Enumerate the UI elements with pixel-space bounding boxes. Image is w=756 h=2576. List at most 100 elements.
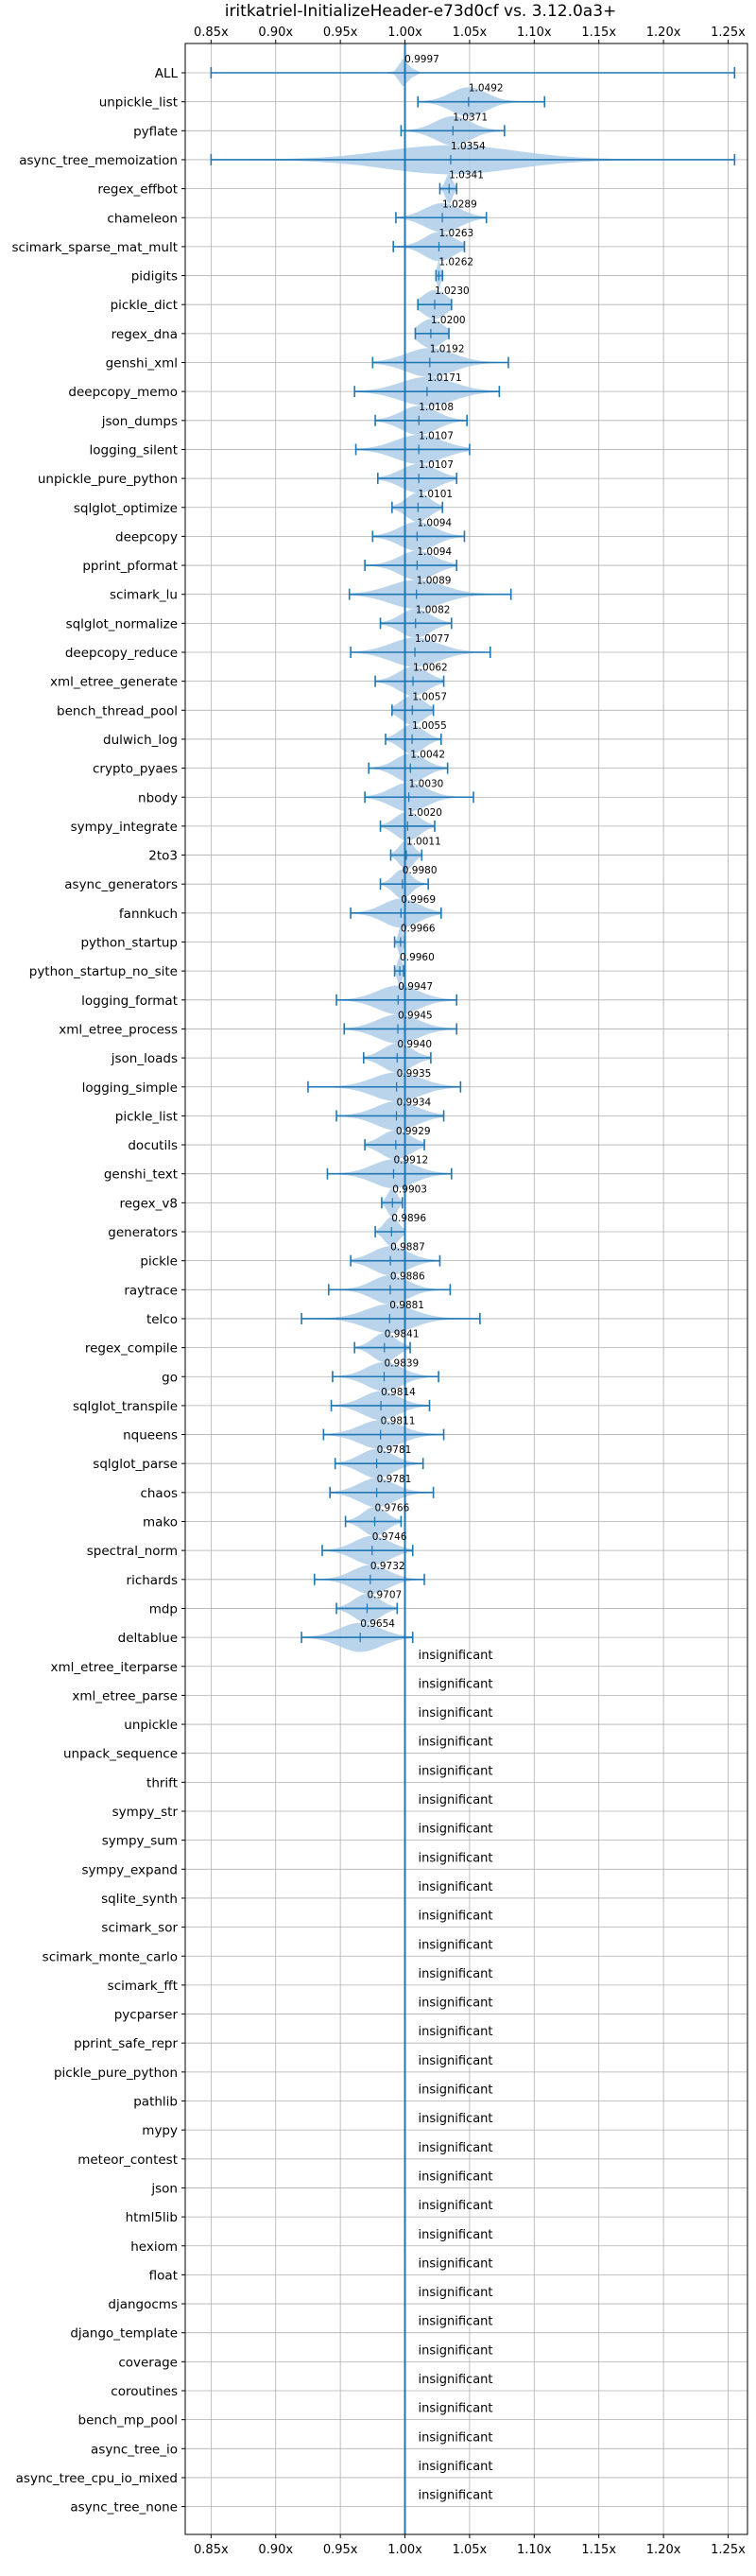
benchmark-label: django_template <box>70 2326 178 2342</box>
mean-value-label: 1.0057 <box>412 691 447 702</box>
benchmark-label: json <box>150 2181 178 2196</box>
chart-title: iritkatriel-InitializeHeader-e73d0cf vs.… <box>225 2 617 21</box>
benchmark-label: pickle_pure_python <box>54 2066 178 2081</box>
benchmark-label: sqlglot_optimize <box>74 501 178 516</box>
mean-value-label: 1.0101 <box>418 489 453 500</box>
mean-value-label: 1.0042 <box>410 750 445 761</box>
benchmark-label: bench_thread_pool <box>57 703 178 718</box>
insignificant-label: insignificant <box>419 2112 493 2126</box>
benchmark-label: async_tree_memoization <box>19 153 178 168</box>
mean-value-label: 0.9934 <box>397 1097 432 1108</box>
mean-value-label: 0.9935 <box>397 1068 432 1080</box>
benchmark-label: python_startup_no_site <box>29 964 178 979</box>
mean-value-label: 1.0089 <box>417 576 452 587</box>
mean-value-label: 1.0230 <box>435 285 470 297</box>
x-tick-label-top: 1.05x <box>453 26 488 40</box>
benchmark-label: sqlglot_parse <box>93 1457 178 1472</box>
mean-value-label: 1.0077 <box>415 633 450 645</box>
mean-value-label: 1.0341 <box>449 170 484 182</box>
insignificant-label: insignificant <box>419 2430 493 2445</box>
insignificant-label: insignificant <box>419 1706 493 1720</box>
benchmark-label: regex_dna <box>112 327 178 342</box>
mean-value-label: 0.9947 <box>398 981 433 993</box>
insignificant-label: insignificant <box>419 1851 493 1865</box>
x-tick-label-bottom: 1.00x <box>387 2543 422 2557</box>
benchmark-label: pickle_dict <box>111 298 178 313</box>
tick-layer: 0.85x 0.85x 0.90x 0.90x 0.95x 0.95x 1.00x 1.00x… <box>181 26 746 2557</box>
benchmark-label: deepcopy <box>115 529 178 545</box>
mean-value-label: 1.0020 <box>407 807 442 819</box>
benchmark-label: sympy_str <box>112 1805 179 1820</box>
mean-value-label: 0.9960 <box>400 952 435 963</box>
mean-value-label: 1.0062 <box>413 663 448 674</box>
benchmark-label: unpack_sequence <box>63 1747 178 1762</box>
insignificant-label: insignificant <box>419 2286 493 2300</box>
mean-value-label: 0.9732 <box>370 1561 405 1572</box>
benchmark-label: 2to3 <box>148 849 178 864</box>
benchmark-label: generators <box>108 1225 178 1240</box>
x-tick-label-top: 0.85x <box>194 26 229 40</box>
benchmark-label: thrift <box>146 1775 178 1790</box>
insignificant-label: insignificant <box>419 1823 493 1837</box>
benchmark-label: sqlite_synth <box>101 1892 178 1907</box>
benchmark-label: genshi_xml <box>106 356 178 372</box>
benchmark-label: sympy_expand <box>81 1862 178 1877</box>
mean-value-label: 0.9654 <box>360 1618 395 1630</box>
benchmark-label: unpickle_pure_python <box>38 472 178 487</box>
insignificant-label: insignificant <box>419 1910 493 1924</box>
insignificant-label: insignificant <box>419 2402 493 2416</box>
x-tick-label-bottom: 1.25x <box>711 2543 746 2557</box>
benchmark-label: regex_compile <box>85 1341 178 1357</box>
x-tick-label-top: 1.20x <box>646 26 681 40</box>
x-tick-label-top: 1.15x <box>581 26 616 40</box>
insignificant-label: insignificant <box>419 1736 493 1750</box>
mean-value-label: 0.9980 <box>403 865 438 876</box>
mean-value-label: 0.9912 <box>393 1155 428 1167</box>
benchmark-label: async_tree_cpu_io_mixed <box>16 2471 178 2486</box>
insignificant-label: insignificant <box>419 1677 493 1691</box>
mean-value-label: 0.9940 <box>397 1039 432 1050</box>
benchmark-label: go <box>162 1370 178 1385</box>
benchmark-label: spectral_norm <box>87 1544 178 1559</box>
label-layer: 0.9997 1.0492 1.0371 1.0354 1.0341 1.0289 1.02… <box>360 54 503 2503</box>
x-tick-label-bottom: 0.95x <box>323 2543 358 2557</box>
mean-value-label: 0.9969 <box>401 894 436 906</box>
benchmark-label: nqueens <box>123 1428 178 1444</box>
insignificant-label: insignificant <box>419 2025 493 2039</box>
benchmark-label: scimark_monte_carlo <box>43 1949 178 1964</box>
insignificant-label: insignificant <box>419 2460 493 2474</box>
mean-value-label: 0.9814 <box>381 1387 416 1398</box>
mean-value-label: 0.9707 <box>367 1589 402 1600</box>
insignificant-label: insignificant <box>419 1997 493 2011</box>
benchmark-label: ALL <box>155 66 179 81</box>
benchmark-label: pathlib <box>133 2095 178 2110</box>
benchmark-label: coverage <box>118 2355 178 2370</box>
insignificant-label: insignificant <box>419 1764 493 1778</box>
benchmark-label: raytrace <box>124 1283 178 1298</box>
benchmark-label: mako <box>143 1515 178 1530</box>
benchmark-label: pycparser <box>114 2008 179 2023</box>
insignificant-label: insignificant <box>419 2170 493 2184</box>
benchmark-label: async_tree_io <box>91 2442 178 2457</box>
insignificant-label: insignificant <box>419 2373 493 2387</box>
benchmark-label: pickle_list <box>115 1109 178 1124</box>
benchmark-label: json_dumps <box>101 414 178 429</box>
benchmark-label: html5lib <box>126 2210 178 2225</box>
benchmark-label: regex_effbot <box>97 182 178 198</box>
benchmark-label: bench_mp_pool <box>78 2413 178 2429</box>
mean-value-label: 1.0262 <box>438 257 473 268</box>
mean-value-label: 1.0108 <box>419 402 454 413</box>
benchmark-label: deepcopy_reduce <box>65 646 178 661</box>
benchmark-label: pidigits <box>131 269 178 285</box>
mean-value-label: 1.0011 <box>406 837 441 848</box>
benchmark-label: regex_v8 <box>119 1196 178 1211</box>
benchmark-label: fannkuch <box>119 907 178 922</box>
mean-value-label: 0.9881 <box>389 1300 424 1311</box>
mean-value-label: 0.9781 <box>377 1474 412 1485</box>
benchmark-label: mdp <box>149 1601 178 1616</box>
insignificant-label: insignificant <box>419 2315 493 2329</box>
benchmark-label: pyflate <box>133 124 178 139</box>
mean-value-label: 0.9746 <box>372 1531 407 1543</box>
